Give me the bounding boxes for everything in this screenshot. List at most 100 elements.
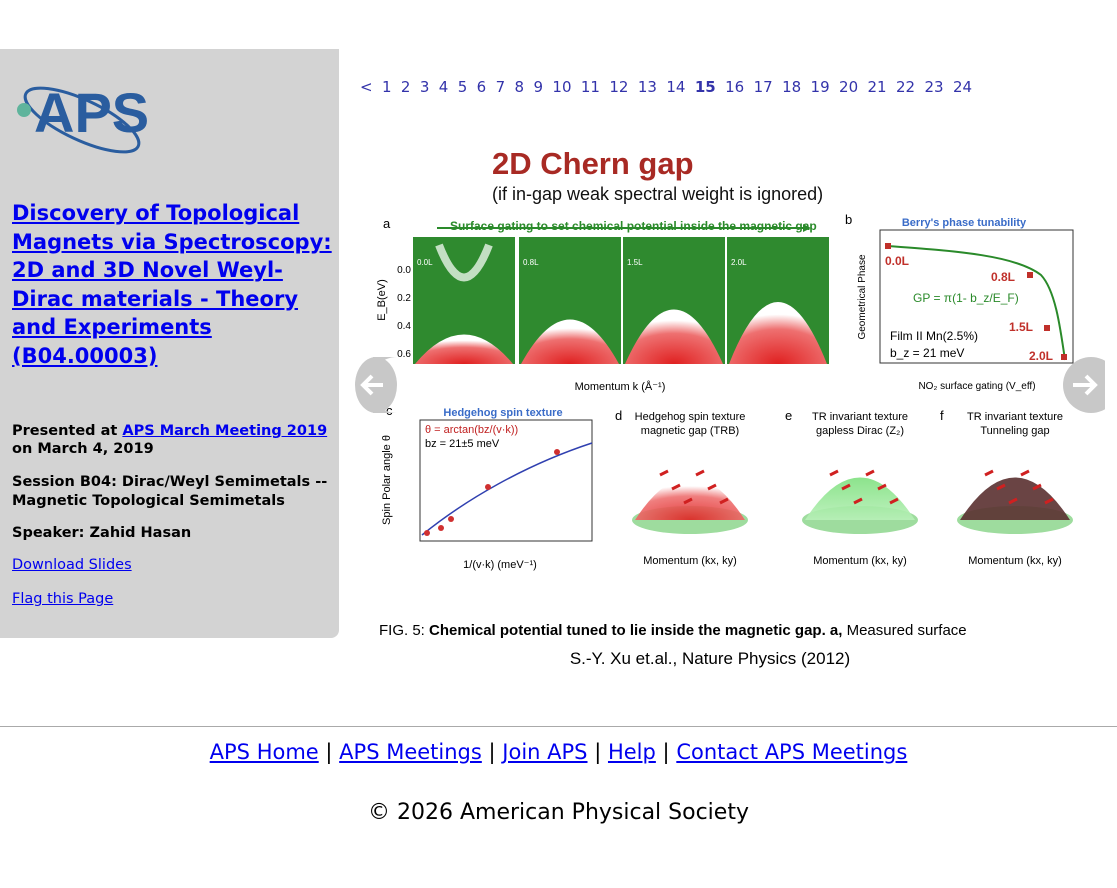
- meeting-link[interactable]: APS March Meeting 2019: [122, 423, 328, 439]
- page-number[interactable]: 3: [419, 78, 430, 96]
- bz: b_z = 21 meV: [890, 346, 964, 360]
- page-number[interactable]: 7: [495, 78, 506, 96]
- spin-arrow: [889, 497, 899, 505]
- page-number[interactable]: 17: [753, 78, 773, 96]
- cone: [729, 302, 827, 364]
- footer-link[interactable]: Contact APS Meetings: [676, 740, 908, 764]
- dose-label: 1.5L: [627, 258, 643, 267]
- bz: bz = 21±5 meV: [425, 438, 500, 450]
- page-number[interactable]: 20: [839, 78, 859, 96]
- separator: |: [662, 740, 670, 764]
- film: Film II Mn(2.5%): [890, 329, 978, 343]
- panel-title: Hedgehog spin texture: [635, 411, 746, 423]
- prev-page[interactable]: <: [360, 78, 373, 96]
- spin-arrow: [1020, 469, 1030, 477]
- prev-slide-button[interactable]: [355, 357, 397, 413]
- panel-subtitle: gapless Dirac (Z₂): [816, 425, 904, 437]
- spin-arrow: [853, 497, 863, 505]
- separator: |: [325, 740, 333, 764]
- point-label: 0.8L: [991, 270, 1015, 284]
- axis-label: Spin Polar angle θ: [381, 435, 393, 525]
- y-tick-label: 0.6: [397, 349, 411, 360]
- page-number[interactable]: 12: [609, 78, 629, 96]
- panel-title: TR invariant texture: [967, 411, 1063, 423]
- formula: θ = arctan(bz/(v·k)): [425, 424, 518, 436]
- download-link[interactable]: Download Slides: [12, 557, 132, 573]
- page-number[interactable]: 13: [637, 78, 657, 96]
- page-number[interactable]: 21: [867, 78, 887, 96]
- spin-arrow: [996, 483, 1006, 491]
- dose-label: 2.0L: [731, 258, 747, 267]
- pagination: <1 2 3 4 5 6 7 8 9 10 11 12 13 14 15 16 17 18 19 20 21 22 23 24: [360, 78, 981, 96]
- separator: |: [488, 740, 496, 764]
- axis-label: E_B(eV): [376, 279, 388, 321]
- footer-link[interactable]: APS Home: [209, 740, 319, 764]
- page-number[interactable]: 14: [666, 78, 686, 96]
- banner: Surface gating to set chemical potential…: [450, 219, 817, 233]
- axis-label: Momentum (kx, ky): [813, 555, 907, 567]
- dose-label: 0.0L: [417, 258, 433, 267]
- caption-bold: Chemical potential tuned to lie inside t…: [429, 622, 842, 639]
- spin-arrow: [1044, 497, 1054, 505]
- caption-fig: FIG. 5:: [379, 622, 425, 639]
- panel-subtitle: magnetic gap (TRB): [641, 425, 739, 437]
- panel-label: f: [940, 408, 944, 423]
- dose-label: 0.8L: [523, 258, 539, 267]
- footer-link[interactable]: Join APS: [502, 740, 588, 764]
- caption-rest: Measured surface: [847, 622, 967, 639]
- page-number[interactable]: 2: [400, 78, 411, 96]
- page-number[interactable]: 8: [514, 78, 525, 96]
- panel-label: d: [615, 408, 622, 423]
- speaker: Speaker: Zahid Hasan: [12, 525, 192, 541]
- spin-arrow: [659, 469, 669, 477]
- caption: FIG. 5: Chemical potential tuned to lie …: [379, 622, 967, 639]
- spin-arrow: [865, 469, 875, 477]
- slide-subtitle: (if in-gap weak spectral weight is ignor…: [492, 184, 823, 204]
- separator: |: [594, 740, 602, 764]
- slide: 2D Chern gap (if in-gap weak spectral we…: [376, 146, 1074, 668]
- page-number[interactable]: 6: [476, 78, 487, 96]
- flag-link[interactable]: Flag this Page: [12, 591, 114, 607]
- panel-title: Berry's phase tunability: [902, 217, 1027, 229]
- page-number[interactable]: 19: [810, 78, 830, 96]
- panel-label: a: [383, 216, 391, 231]
- panel-subtitle: Tunneling gap: [980, 425, 1049, 437]
- panel-title: Hedgehog spin texture: [443, 407, 562, 419]
- spin-arrow: [719, 497, 729, 505]
- point-label: 1.5L: [1009, 320, 1033, 334]
- y-tick-label: 0.2: [397, 293, 411, 304]
- copyright: © 2026 American Physical Society: [368, 800, 749, 825]
- panel-label: c: [386, 403, 393, 418]
- spin-arrow: [671, 483, 681, 491]
- presented: Presented at APS March Meeting 2019 on Ma…: [12, 422, 337, 458]
- axis-label: Geometrical Phase: [857, 254, 868, 339]
- page-number[interactable]: 16: [725, 78, 745, 96]
- page-number[interactable]: 24: [952, 78, 973, 96]
- page-number[interactable]: 10: [552, 78, 572, 96]
- page-number[interactable]: 1: [381, 78, 392, 96]
- panel-title: TR invariant texture: [812, 411, 908, 423]
- date: on March 4, 2019: [12, 441, 154, 457]
- page-number[interactable]: 18: [782, 78, 802, 96]
- page-number[interactable]: 22: [896, 78, 916, 96]
- formula: GP = π(1- b_z/E_F): [913, 291, 1019, 305]
- page-number[interactable]: 4: [438, 78, 449, 96]
- spin-arrow: [1032, 483, 1042, 491]
- page-number[interactable]: 5: [457, 78, 468, 96]
- spin-arrow: [695, 469, 705, 477]
- band: [435, 243, 493, 282]
- citation: S.-Y. Xu et.al., Nature Physics (2012): [570, 649, 850, 668]
- page-number[interactable]: 23: [924, 78, 944, 96]
- slide-title: 2D Chern gap: [492, 146, 694, 181]
- axis-label: NO₂ surface gating (V_eff): [918, 381, 1035, 392]
- spin-arrow: [707, 483, 717, 491]
- page-number[interactable]: 15: [694, 78, 716, 96]
- talk-title[interactable]: Discovery of Topological Magnets via Spe…: [12, 201, 332, 368]
- page-number[interactable]: 9: [533, 78, 544, 96]
- axis-label: Momentum k (Å⁻¹): [575, 380, 666, 393]
- footer-link[interactable]: APS Meetings: [339, 740, 482, 764]
- footer-link[interactable]: Help: [607, 740, 656, 764]
- next-slide-button[interactable]: [1063, 357, 1105, 413]
- page-number[interactable]: 11: [580, 78, 600, 96]
